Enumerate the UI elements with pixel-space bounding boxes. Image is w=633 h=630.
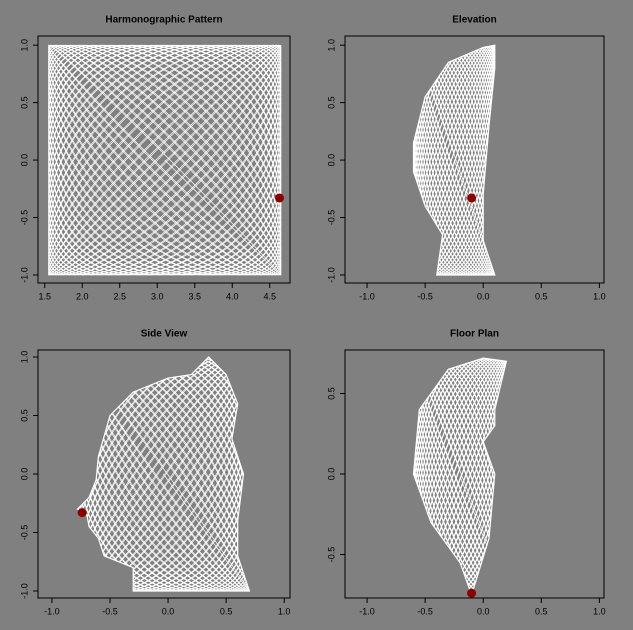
x-tick-label: 1.0 <box>278 606 291 616</box>
panel-title: Harmonographic Pattern <box>105 15 222 26</box>
y-tick-label: 0.0 <box>19 154 29 167</box>
x-tick-label: -0.5 <box>417 606 433 616</box>
y-tick-label: -0.5 <box>326 210 336 226</box>
y-tick-label: -0.5 <box>19 525 29 541</box>
x-tick-label: 0.0 <box>477 291 490 301</box>
y-tick-label: 0.5 <box>19 409 29 422</box>
x-tick-label: 2.5 <box>113 291 126 301</box>
x-tick-label: -0.5 <box>102 606 118 616</box>
y-tick-label: -0.5 <box>326 547 336 563</box>
x-tick-label: 3.5 <box>188 291 201 301</box>
y-tick-label: 0.5 <box>326 387 336 400</box>
x-tick-label: 0.5 <box>535 291 548 301</box>
y-tick-label: 1.0 <box>326 39 336 52</box>
x-tick-label: 4.0 <box>226 291 239 301</box>
x-tick-label: -0.5 <box>417 291 433 301</box>
point <box>78 508 87 517</box>
x-tick-label: 0.0 <box>162 606 175 616</box>
y-tick-label: -1.0 <box>19 583 29 599</box>
y-tick-label: -1.0 <box>19 267 29 283</box>
panel-title: Floor Plan <box>450 329 499 340</box>
y-tick-label: 1.0 <box>19 351 29 364</box>
y-tick-label: 0.0 <box>326 468 336 481</box>
x-tick-label: 2.0 <box>76 291 89 301</box>
x-tick-label: 0.0 <box>477 606 490 616</box>
x-tick-label: 4.5 <box>263 291 276 301</box>
figure: Harmonographic Pattern 1.5 2.0 2.5 3.0 3.5 4.0… <box>0 0 633 630</box>
point <box>467 193 476 202</box>
y-tick-label: 0.0 <box>326 154 336 167</box>
x-tick-label: 1.0 <box>593 606 606 616</box>
x-tick-label: 0.5 <box>220 606 233 616</box>
y-tick-label: -1.0 <box>326 267 336 283</box>
point <box>467 589 476 598</box>
x-tick-label: 3.0 <box>151 291 164 301</box>
x-tick-label: 1.0 <box>593 291 606 301</box>
point <box>275 193 284 202</box>
y-tick-label: 1.0 <box>19 39 29 52</box>
x-tick-label: 0.5 <box>535 606 548 616</box>
background <box>0 0 633 630</box>
y-tick-label: -0.5 <box>19 210 29 226</box>
x-tick-label: -1.0 <box>44 606 60 616</box>
panel-title: Side View <box>141 329 188 340</box>
y-tick-label: 0.5 <box>19 96 29 109</box>
x-tick-label: -1.0 <box>359 291 375 301</box>
x-tick-label: -1.0 <box>359 606 375 616</box>
y-tick-label: 0.5 <box>326 96 336 109</box>
panel-title: Elevation <box>452 15 496 26</box>
x-tick-label: 1.5 <box>38 291 51 301</box>
y-tick-label: 0.0 <box>19 468 29 481</box>
